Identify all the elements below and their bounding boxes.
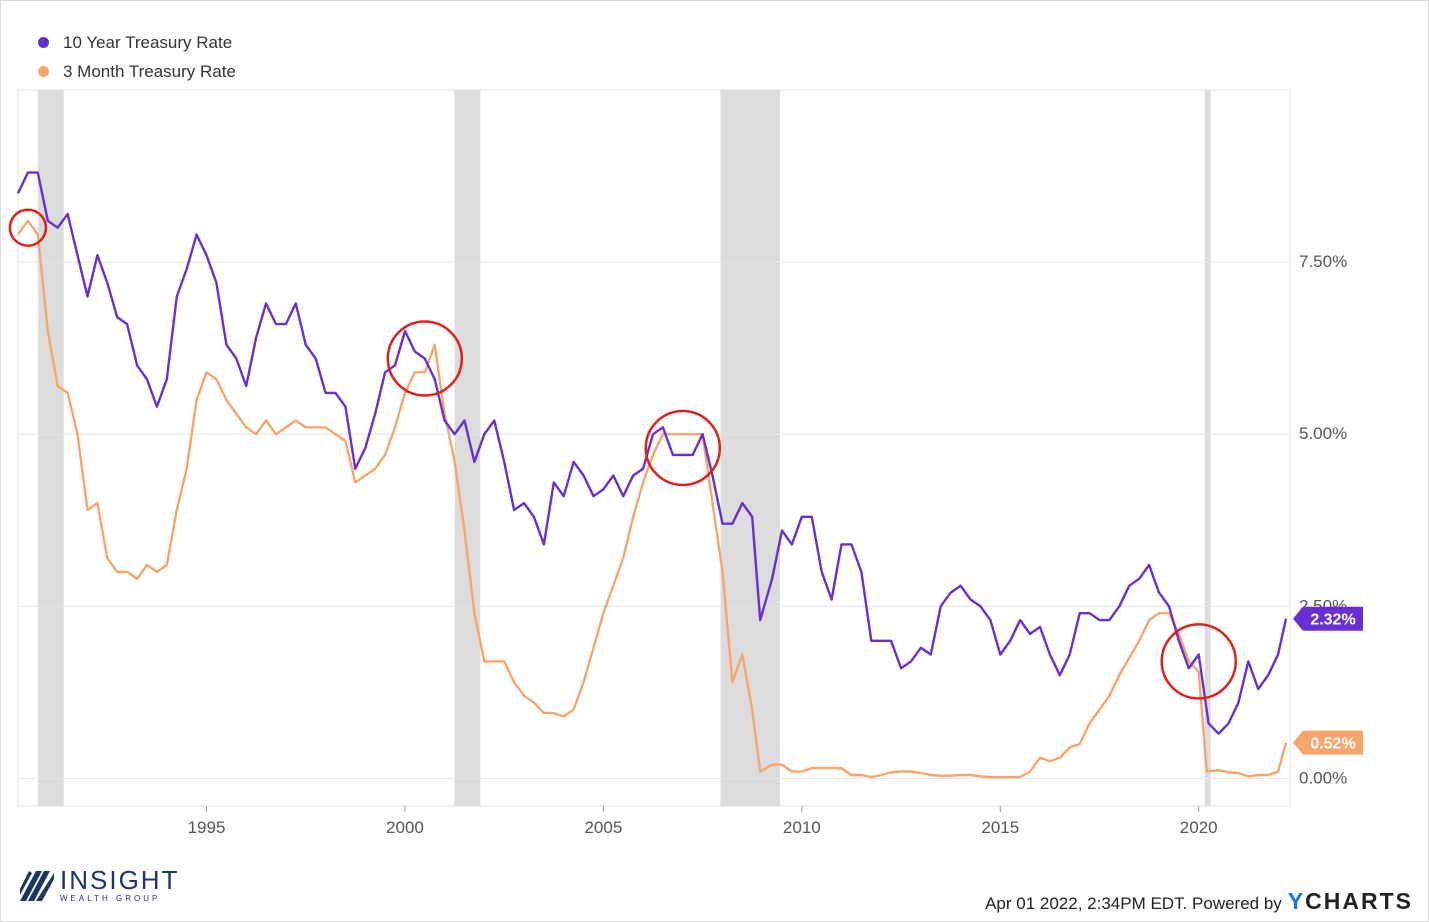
logo-subtitle: WEALTH GROUP — [60, 894, 161, 903]
end-label-10-year: 2.32% — [1310, 612, 1355, 629]
footer: Apr 01 2022, 2:34PM EDT. Powered by YCHA… — [985, 888, 1413, 915]
footer-timestamp: Apr 01 2022, 2:34PM EDT. Powered by — [985, 894, 1282, 913]
logo-name: INSIGHT — [60, 865, 180, 895]
chart-legend: 10 Year Treasury Rate 3 Month Treasury R… — [38, 28, 236, 86]
x-tick-label-5: 2015 — [981, 818, 1019, 837]
ycharts-brand-rest: CHARTS — [1305, 888, 1413, 914]
end-label-badge-10-year — [1293, 606, 1363, 631]
recession-band-2 — [454, 90, 481, 806]
legend-item-3-month[interactable]: 3 Month Treasury Rate — [38, 57, 236, 86]
recession-band-3 — [720, 90, 781, 806]
y-tick-label-4: 7.50% — [1299, 252, 1347, 271]
series-line-10-year — [16, 171, 1288, 735]
recession-band-4 — [1204, 90, 1211, 806]
legend-label-3-month: 3 Month Treasury Rate — [63, 61, 236, 81]
end-label-3-month: 0.52% — [1310, 736, 1355, 753]
treasury-rate-chart: 0.00%2.50%5.00%7.50%1995 2000 2005 2010 2015… — [8, 89, 1363, 837]
x-tick-label-1: 1995 — [188, 818, 226, 837]
series-line-3-month — [17, 219, 1288, 779]
legend-marker-10-year — [38, 37, 49, 48]
legend-item-10-year[interactable]: 10 Year Treasury Rate — [38, 28, 236, 57]
ycharts-brand-y: Y — [1287, 888, 1306, 914]
insight-logo: INSIGHT WEALTH GROUP — [20, 865, 180, 903]
x-tick-label-6: 2020 — [1180, 818, 1218, 837]
legend-marker-3-month — [38, 66, 49, 77]
x-tick-label-3: 2005 — [584, 818, 622, 837]
y-tick-label-1: 0.00% — [1299, 768, 1347, 787]
highlight-circle-4 — [1160, 623, 1237, 700]
y-tick-label-3: 5.00% — [1299, 424, 1347, 443]
legend-label-10-year: 10 Year Treasury Rate — [63, 32, 233, 52]
highlight-circle-1 — [8, 208, 48, 247]
plot-area — [17, 89, 1291, 807]
diagonal-stripes-logo-icon — [20, 870, 54, 901]
x-tick-label-4: 2010 — [783, 818, 821, 837]
highlight-circle-2 — [386, 320, 464, 397]
end-label-badge-3-month — [1293, 730, 1363, 755]
x-tick-label-2: 2000 — [386, 818, 424, 837]
ycharts-brand-link[interactable]: YCHARTS — [1288, 888, 1413, 915]
recession-band-1 — [37, 90, 64, 806]
highlight-circle-3 — [644, 409, 722, 487]
